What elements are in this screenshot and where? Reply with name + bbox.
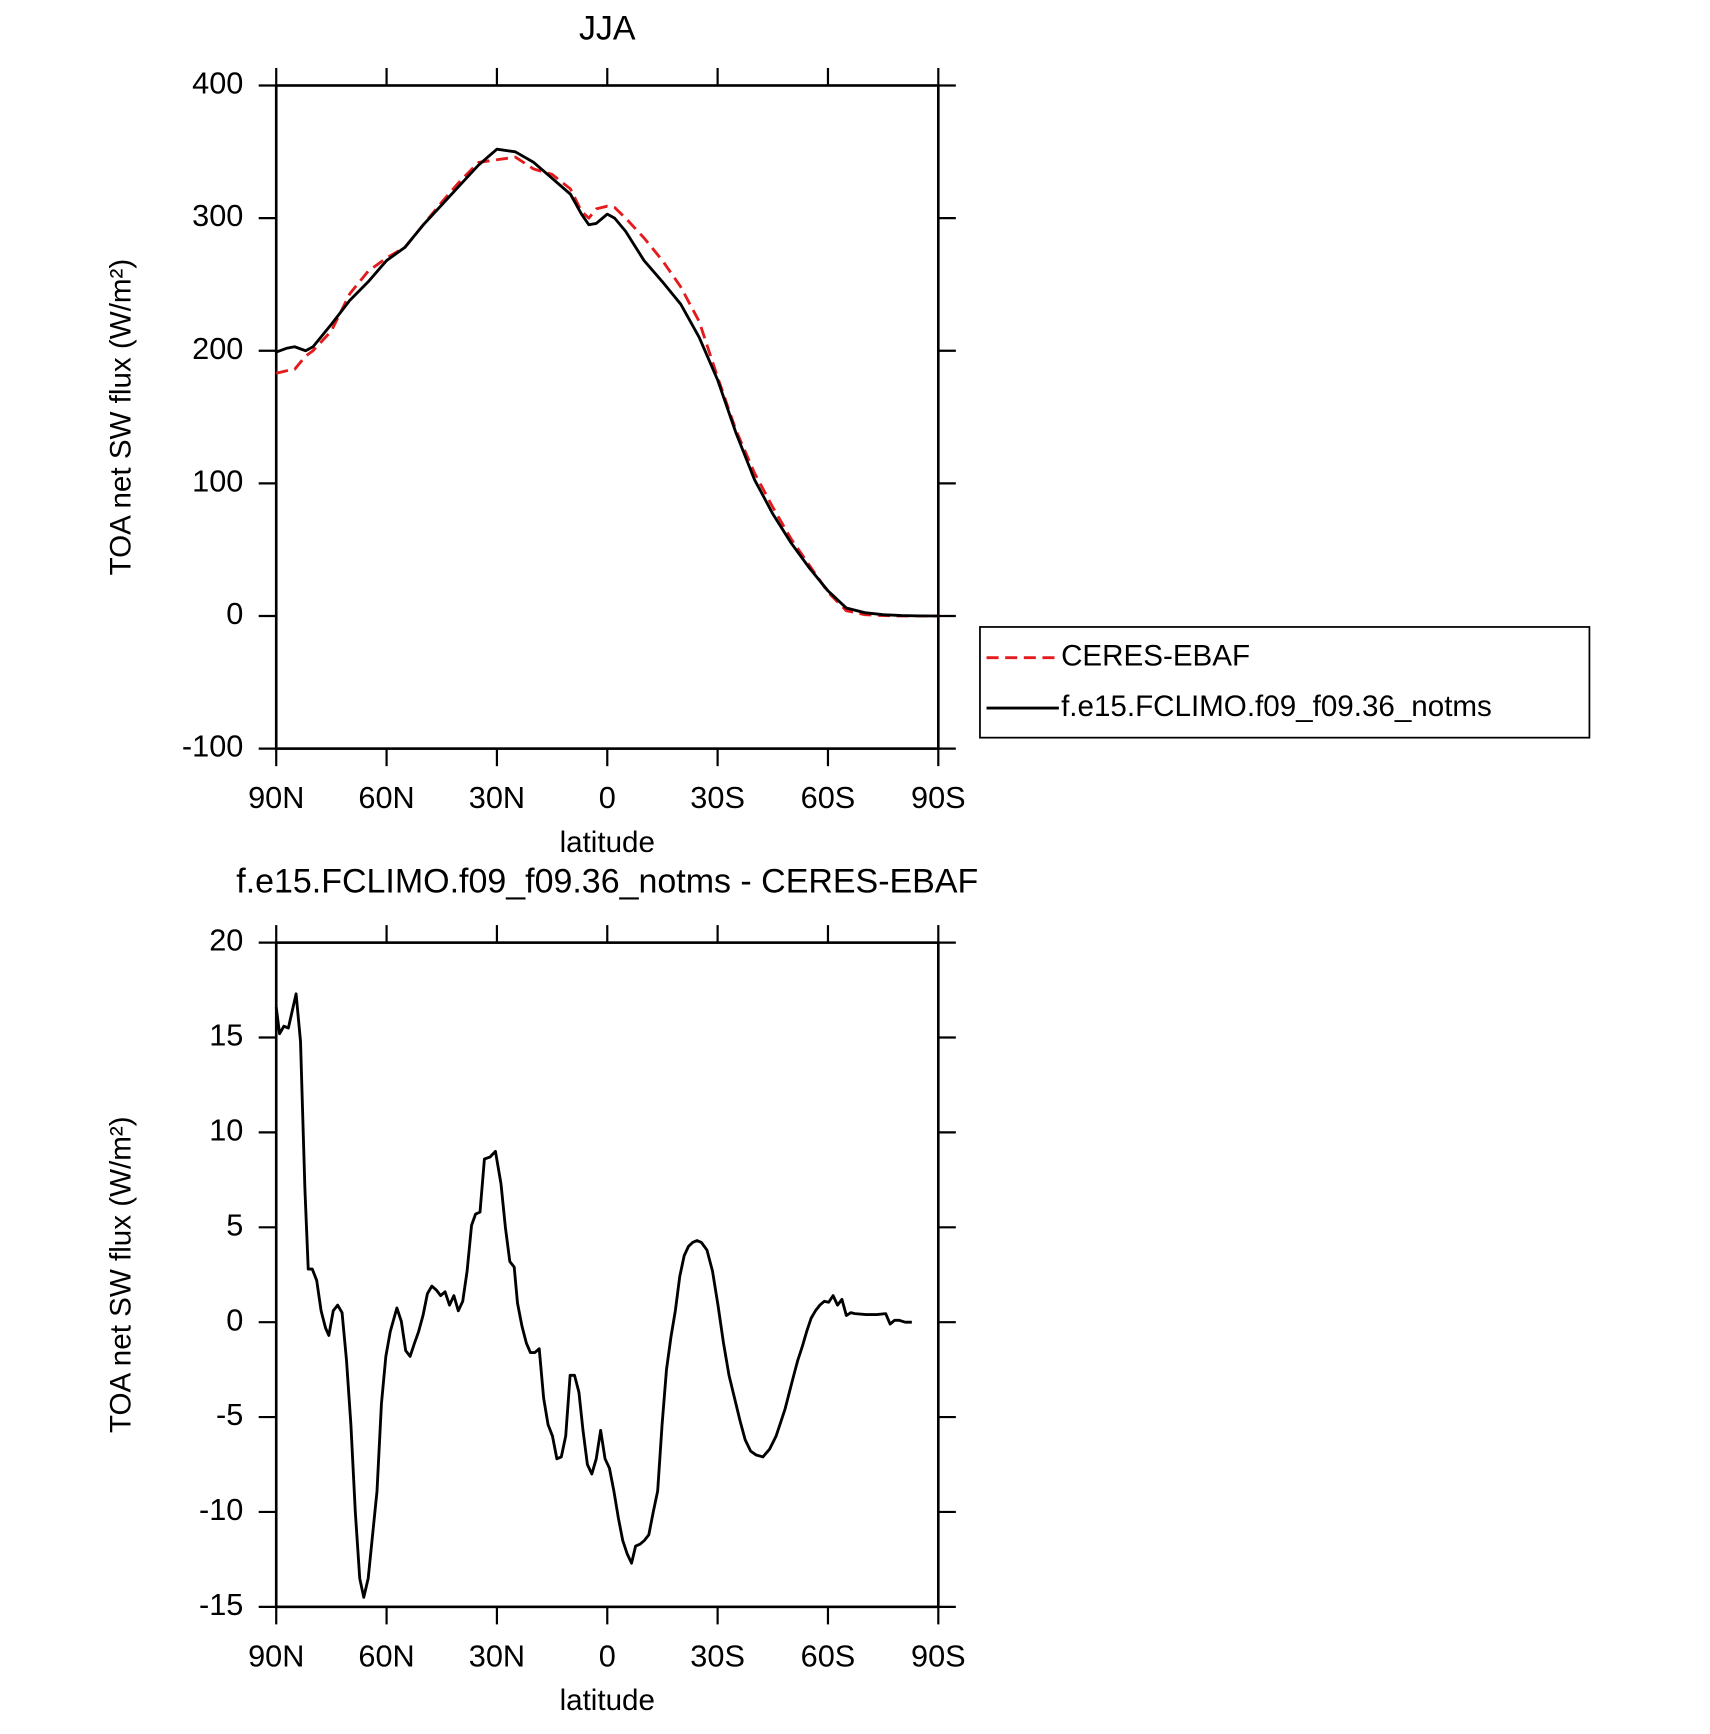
- x-tick-label: 90N: [248, 1638, 304, 1673]
- y-axis-label: TOA net SW flux (W/m²): [105, 1116, 138, 1433]
- x-tick-label: 60S: [801, 1638, 856, 1673]
- x-axis-label: latitude: [560, 1684, 655, 1717]
- y-tick-label: 400: [192, 66, 243, 101]
- y-tick-label: -5: [216, 1397, 243, 1432]
- x-tick-label: 90N: [248, 780, 304, 815]
- x-tick-label: 60S: [801, 780, 856, 815]
- x-tick-label: 30S: [690, 780, 745, 815]
- x-tick-label: 30N: [469, 1638, 525, 1673]
- x-tick-label: 60N: [358, 780, 414, 815]
- y-tick-label: 20: [209, 923, 243, 958]
- y-tick-label: -10: [199, 1492, 243, 1527]
- y-tick-label: 15: [209, 1018, 243, 1053]
- line-series: [275, 147, 939, 618]
- x-tick-label: 60N: [358, 1638, 414, 1673]
- line-series: [275, 155, 939, 618]
- y-tick-label: 5: [226, 1207, 243, 1242]
- y-tick-label: -15: [199, 1587, 243, 1622]
- legend-label: f.e15.FCLIMO.f09_f09.36_notms: [1061, 690, 1492, 723]
- legend-label: CERES-EBAF: [1061, 639, 1250, 672]
- y-tick-label: 0: [226, 596, 243, 631]
- x-tick-label: 90S: [911, 780, 966, 815]
- x-tick-label: 30S: [690, 1638, 745, 1673]
- y-tick-label: 100: [192, 463, 243, 498]
- y-tick-label: 10: [209, 1113, 243, 1148]
- x-tick-label: 30N: [469, 780, 525, 815]
- x-tick-label: 0: [599, 1638, 616, 1673]
- y-tick-label: 200: [192, 331, 243, 366]
- x-tick-label: 90S: [911, 1638, 966, 1673]
- plot-frame: [274, 84, 940, 750]
- legend-box: [979, 626, 1591, 739]
- y-tick-label: -100: [182, 729, 243, 764]
- line-series: [274, 992, 912, 1599]
- y-axis-label: TOA net SW flux (W/m²): [105, 259, 138, 576]
- y-tick-label: 300: [192, 198, 243, 233]
- x-tick-label: 0: [599, 780, 616, 815]
- x-axis-label: latitude: [560, 826, 655, 859]
- chart-title: JJA: [579, 10, 636, 48]
- chart-title: f.e15.FCLIMO.f09_f09.36_notms - CERES-EB…: [236, 862, 978, 900]
- y-tick-label: 0: [226, 1302, 243, 1337]
